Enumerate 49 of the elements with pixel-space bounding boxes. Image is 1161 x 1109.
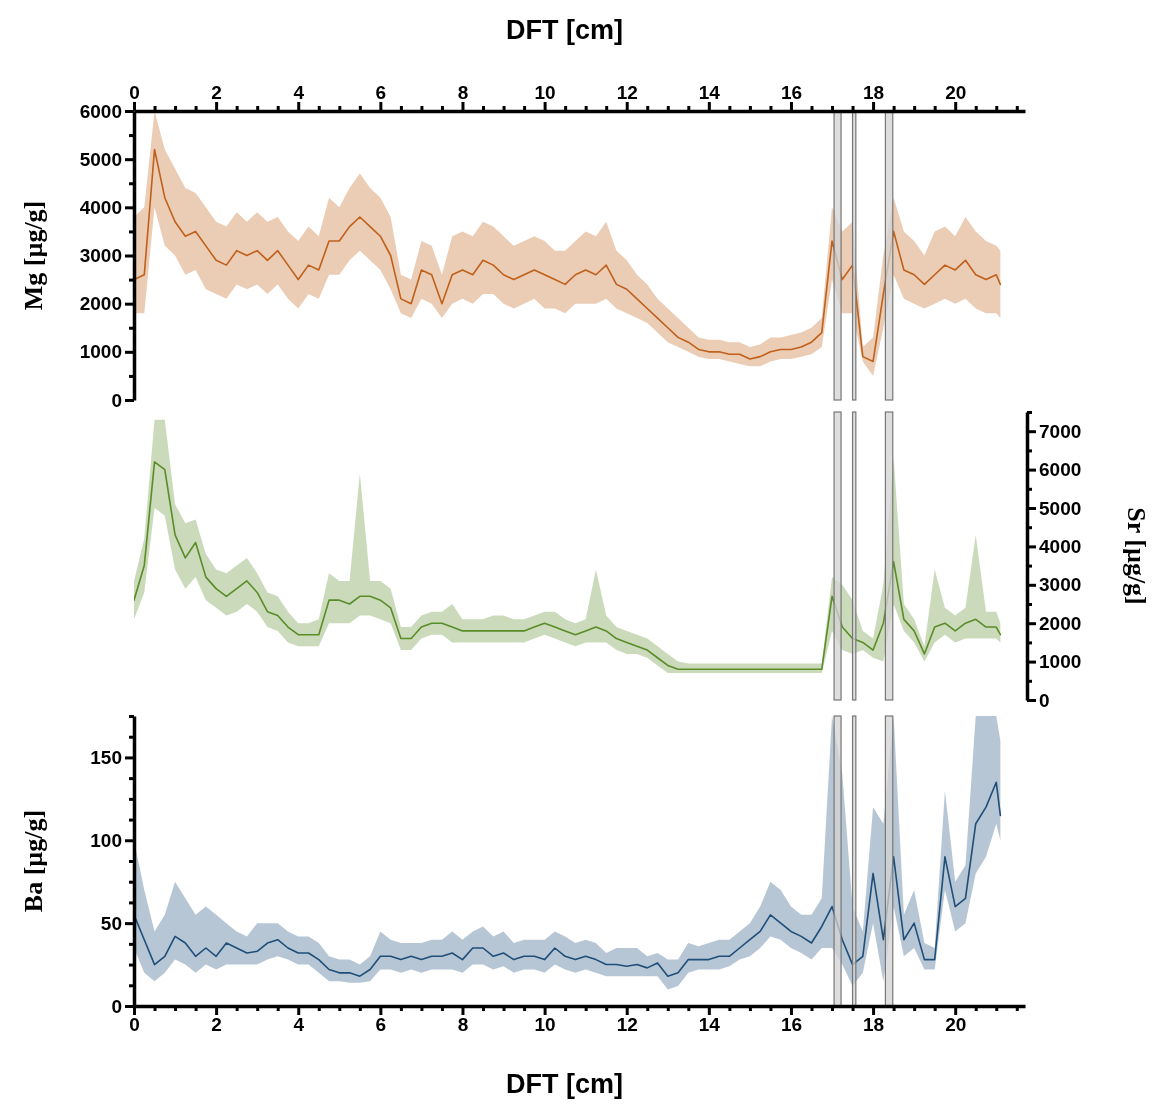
x-tick-label: 12 [616,1014,638,1036]
y2-tick-label: 0 [1039,689,1050,711]
line-series [134,781,1002,977]
y-tick-label: 150 [90,747,122,769]
x2-tick-label: 10 [534,82,556,103]
x-tick-label: 20 [945,1014,967,1036]
x2-tick-label: 4 [293,82,305,103]
y-axis-title: Mg [µg/g] [19,200,48,311]
y-axis-title: Ba [µg/g] [19,809,48,913]
x2-tick-label: 18 [863,82,885,103]
x-tick-label: 18 [863,1014,885,1036]
x2-tick-label: 0 [129,82,140,103]
x2-axis-title: DFT [cm] [506,15,623,45]
y-tick-label: 100 [90,829,122,851]
x-axis-title: DFT [cm] [506,1069,623,1099]
y-tick-label: 2000 [79,293,122,315]
y-tick-label: 1000 [79,341,122,363]
y2-tick-label: 3000 [1039,574,1082,596]
y-tick-label: 5000 [79,148,122,170]
y2-tick-label: 4000 [1039,535,1082,557]
y-tick-label: 0 [111,389,122,411]
x2-tick-label: 2 [211,82,222,103]
x-tick-label: 14 [698,1014,721,1036]
y2-tick-label: 2000 [1039,612,1082,634]
x-tick-label: 8 [457,1014,469,1036]
x-tick-label: 10 [534,1014,556,1036]
x2-tick-label: 14 [698,82,721,103]
x-tick-label: 6 [375,1014,387,1036]
x-tick-label: 16 [780,1014,803,1036]
x2-tick-label: 12 [616,82,638,103]
y2-tick-label: 5000 [1039,497,1082,519]
y2-tick-label: 7000 [1039,420,1082,442]
x2-tick-label: 16 [780,82,803,103]
y-tick-label: 3000 [79,245,122,267]
x-tick-label: 0 [129,1014,140,1036]
line-series [134,148,1002,363]
y-tick-label: 6000 [79,100,122,122]
x2-tick-label: 6 [375,82,387,103]
y2-axis-title: Sr [µg/g] [1122,507,1151,605]
x-tick-label: 2 [211,1014,222,1036]
x2-tick-label: 8 [457,82,469,103]
x2-tick-label: 20 [945,82,967,103]
y2-tick-label: 6000 [1039,459,1082,481]
x-tick-label: 4 [293,1014,305,1036]
line-series [134,461,1002,671]
y-tick-label: 50 [100,912,122,934]
y-tick-label: 4000 [79,196,122,218]
y-tick-label: 0 [111,995,122,1017]
y2-tick-label: 1000 [1039,651,1082,673]
